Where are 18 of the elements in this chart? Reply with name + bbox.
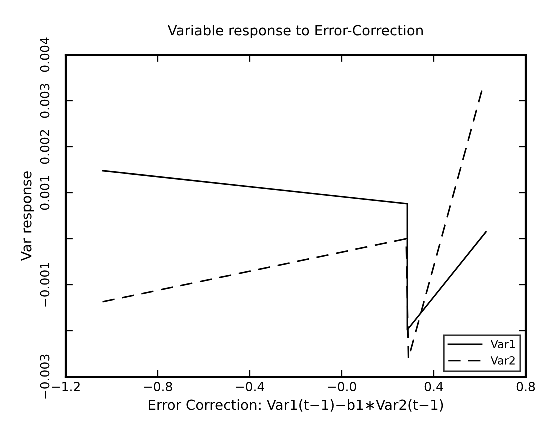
x-tick-label: 0.4 bbox=[424, 382, 444, 392]
y-tick-label: 0.004 bbox=[40, 38, 50, 72]
chart-title: Variable response to Error-Correction bbox=[168, 25, 423, 38]
y-axis-title: Var response bbox=[21, 172, 34, 261]
line-series bbox=[102, 89, 484, 360]
legend-label: Var2 bbox=[490, 356, 515, 365]
y-tick-label: 0.001 bbox=[40, 176, 50, 210]
x-tick-label: −0.4 bbox=[236, 382, 264, 392]
y-tick-label: 0.002 bbox=[40, 130, 50, 164]
y-tick-label: −0.001 bbox=[40, 263, 50, 307]
legend-label: Var1 bbox=[490, 340, 515, 349]
x-tick-label: −1.2 bbox=[52, 382, 80, 392]
x-tick-label: −0.0 bbox=[328, 382, 356, 392]
y-tick-label: 0.003 bbox=[40, 84, 50, 118]
x-axis-title: Error Correction: Var1(t−1)−b1∗Var2(t−1) bbox=[149, 400, 444, 412]
x-tick-label: 0.8 bbox=[516, 382, 536, 392]
x-tick-label: −0.8 bbox=[144, 382, 172, 392]
y-tick-label: −0.003 bbox=[40, 354, 50, 399]
